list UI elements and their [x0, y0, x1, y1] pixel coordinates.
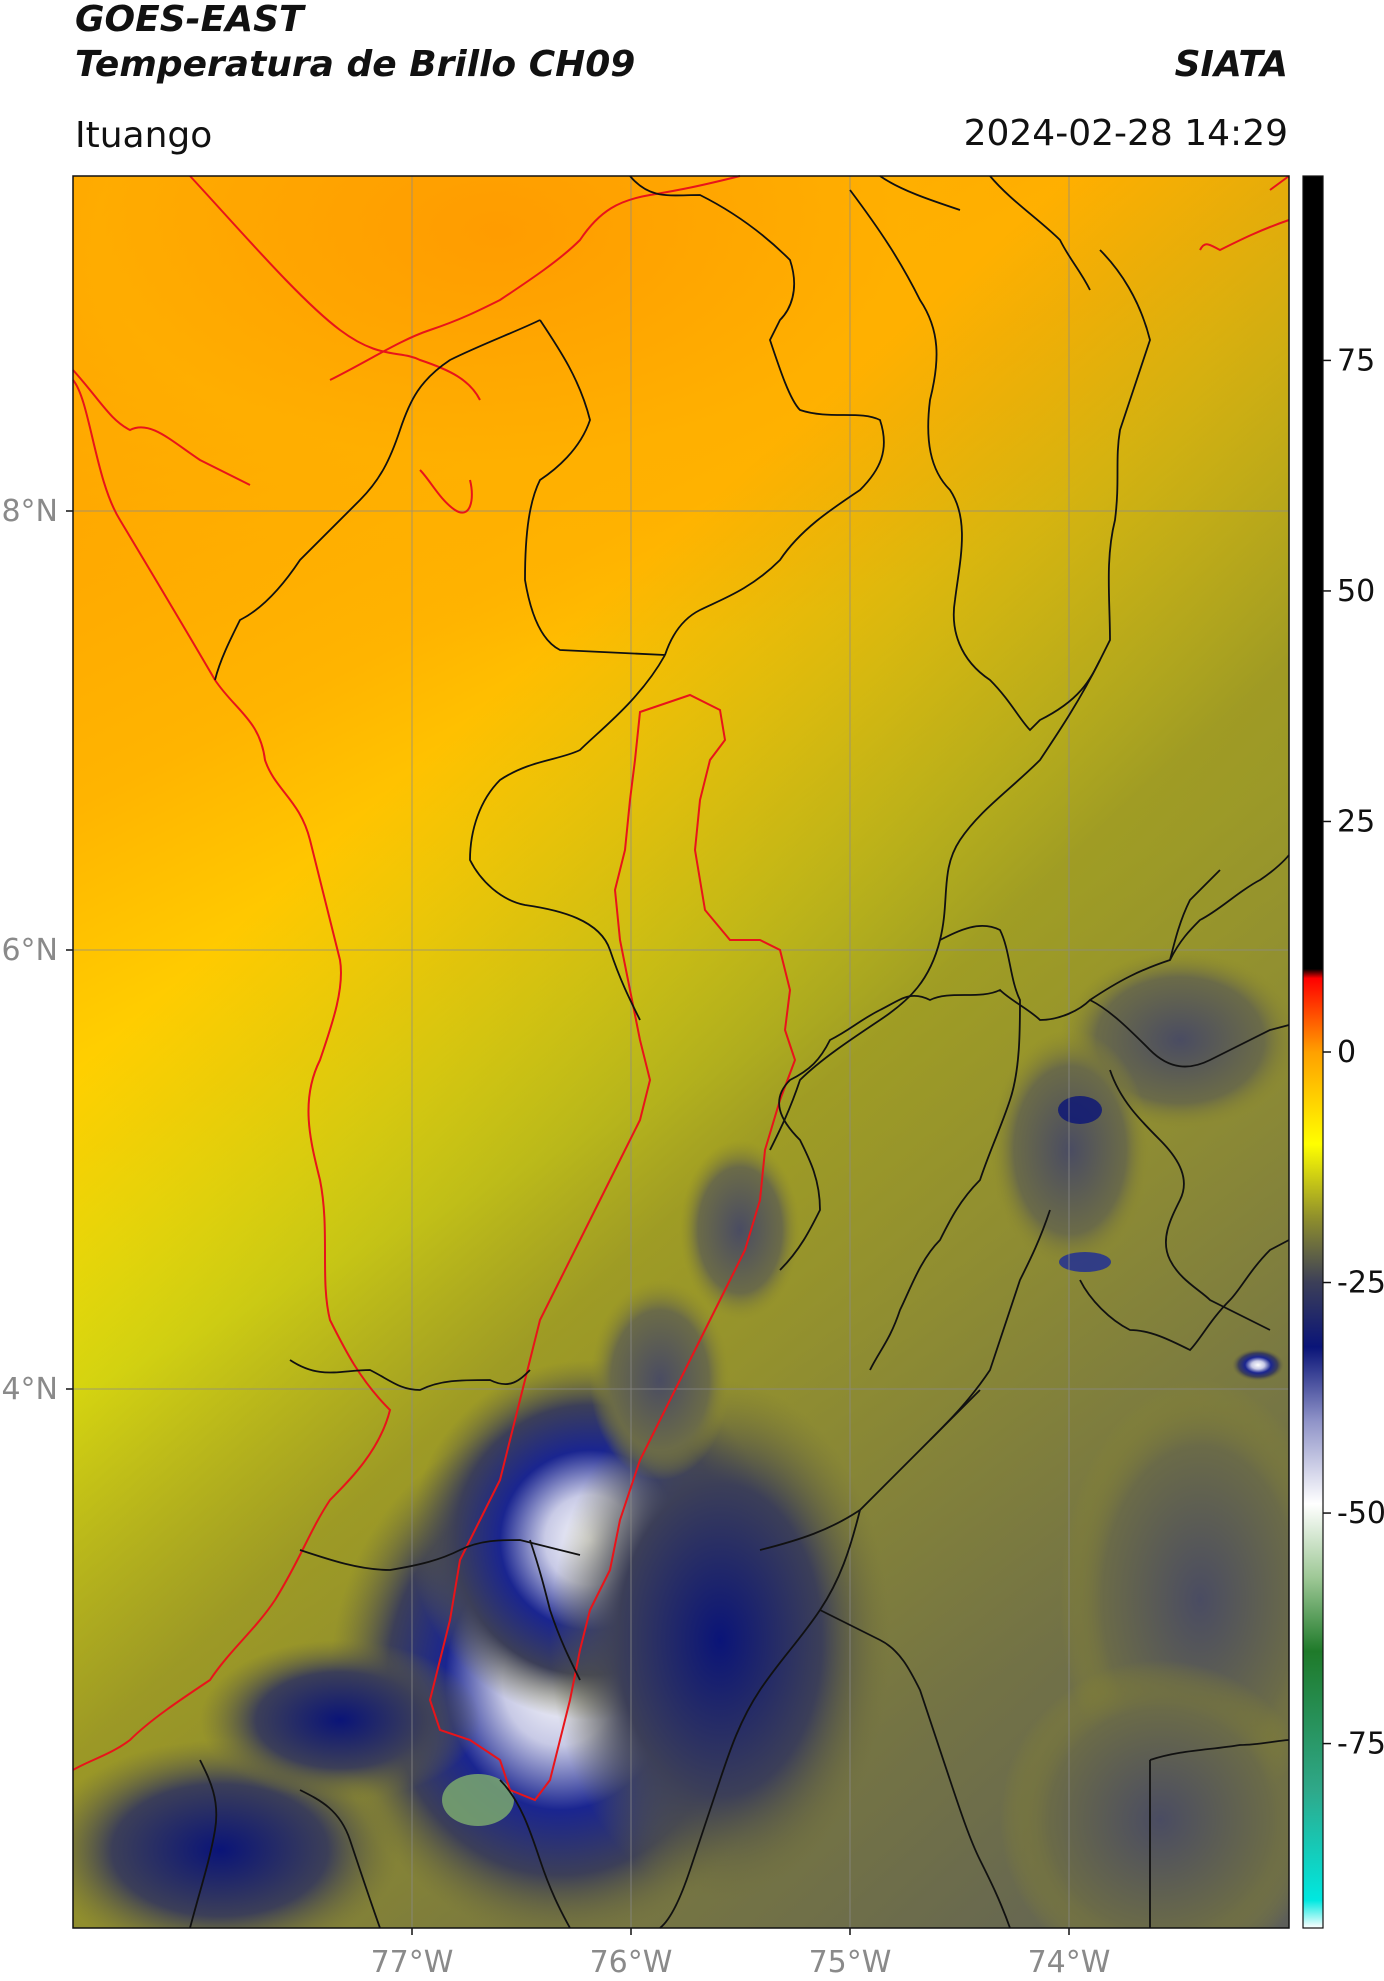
- gridlines: [73, 176, 1289, 1928]
- lon-label-74w: 74°W: [1028, 1945, 1111, 1980]
- ridge-cloud-1: [680, 1140, 800, 1320]
- datetime-label: 2024-02-28 14:29: [963, 113, 1288, 154]
- storm-east-band: [550, 1380, 890, 1900]
- lat-label-6n: 6°N: [1, 933, 58, 968]
- colorbar-tick-label: -50: [1337, 1496, 1384, 1531]
- lat-label-4n: 4°N: [1, 1372, 58, 1407]
- colorbar-gradient: [1303, 176, 1323, 1928]
- map-frame: [72, 175, 1290, 1929]
- colorbar-tick-label: 25: [1337, 804, 1375, 839]
- lon-label-77w: 77°W: [371, 1945, 454, 1980]
- satellite-title: GOES-EAST: [75, 0, 304, 40]
- department-boundaries: [189, 175, 1290, 1929]
- storm-west: [200, 1640, 480, 1800]
- east-cloud-core: [1059, 1252, 1111, 1272]
- colorbar: 75 50 25 0 -25 -50 -75: [1302, 175, 1384, 1929]
- lat-ticks: [66, 510, 73, 1390]
- east-cloud-blob: [1232, 1349, 1284, 1381]
- lon-label-76w: 76°W: [590, 1945, 673, 1980]
- lon-label-75w: 75°W: [809, 1945, 892, 1980]
- region-label: Ituango: [75, 115, 213, 156]
- ridge-cloud-2: [590, 1280, 730, 1480]
- ituango-basin-outline: [428, 693, 797, 1802]
- colorbar-tick-label: -75: [1337, 1727, 1384, 1762]
- ne-cloud-core: [1058, 1096, 1102, 1124]
- colorbar-tick-label: 75: [1337, 343, 1375, 378]
- lon-ticks: [411, 1928, 1070, 1935]
- product-title: Temperatura de Brillo CH09: [75, 44, 636, 85]
- colorbar-tick-label: 0: [1337, 1035, 1356, 1070]
- lat-label-8n: 8°N: [1, 494, 58, 529]
- colorbar-tick-label: 50: [1337, 574, 1375, 609]
- colorbar-tick-label: -25: [1337, 1266, 1384, 1301]
- cold-pocket-green: [442, 1774, 514, 1826]
- ne-cloud-band-2: [990, 1030, 1150, 1270]
- agency-label: SIATA: [1174, 44, 1288, 85]
- far-east-grey-2: [1000, 1660, 1289, 1928]
- colorbar-ticks: 75 50 25 0 -25 -50 -75: [1323, 343, 1384, 1762]
